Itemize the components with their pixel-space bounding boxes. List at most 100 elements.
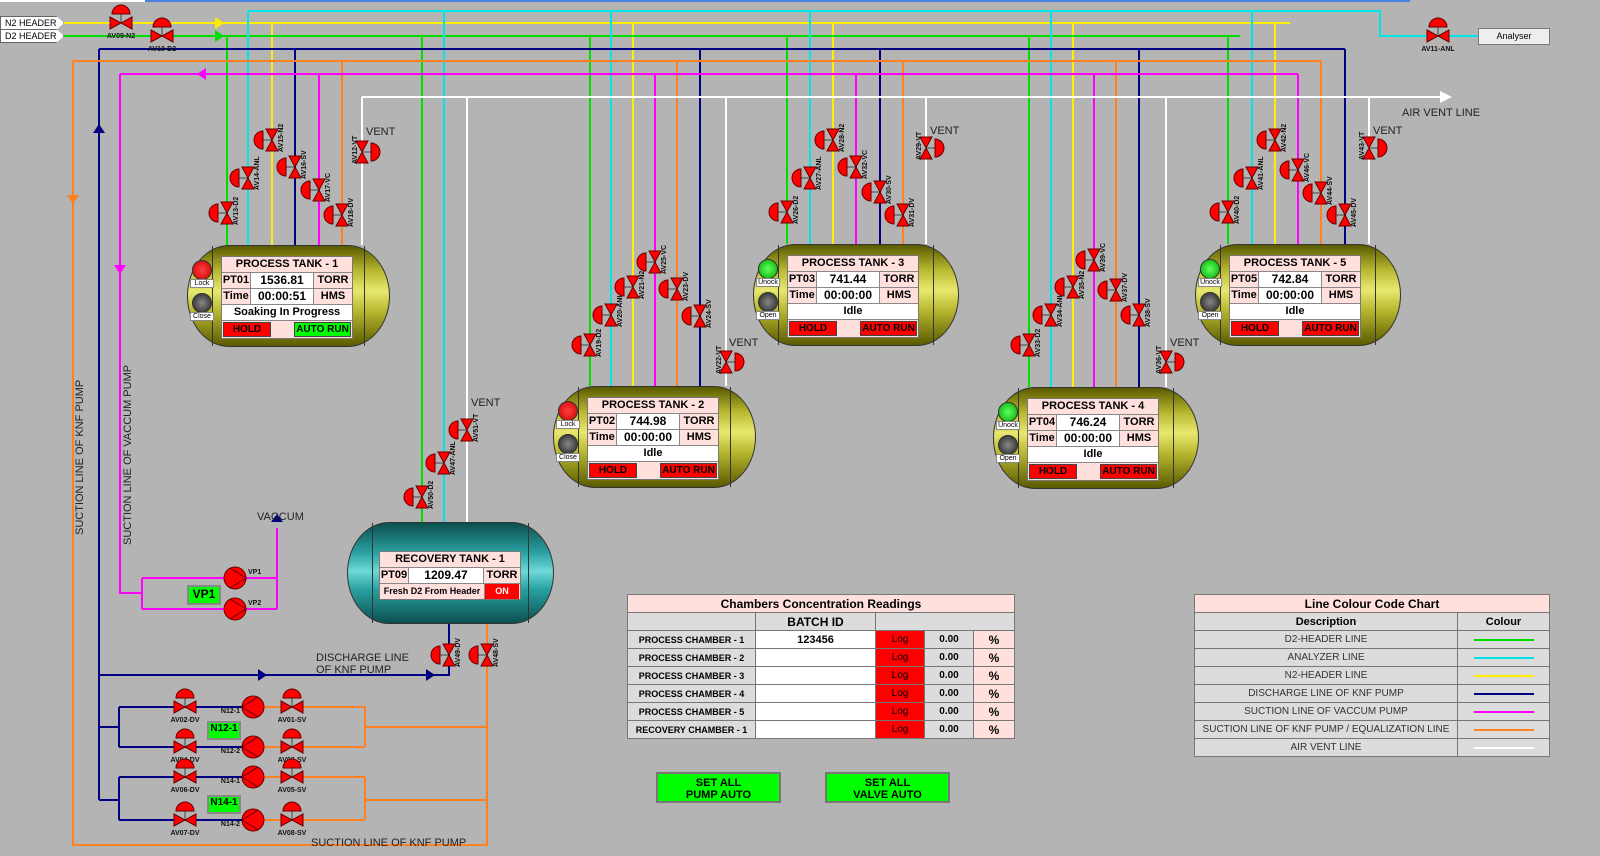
valve-av48-sv[interactable]: AV48-SV — [468, 638, 500, 667]
valve-av17-vc[interactable]: AV17-VC — [300, 173, 332, 202]
valve-av01-sv[interactable]: AV01-SV — [278, 688, 307, 724]
door-knob-button[interactable] — [1200, 292, 1220, 312]
analyser-button[interactable]: Analyser — [1478, 28, 1550, 45]
valve-av30-sv[interactable]: AV30-SV — [861, 175, 893, 204]
vacuum-pump-1[interactable]: VP1 — [223, 566, 261, 590]
time-label: Time — [588, 430, 617, 445]
valve-av49-dv[interactable]: AV49-DV — [430, 638, 462, 667]
set-all-pump-auto-button[interactable]: SET ALL PUMP AUTO — [656, 772, 781, 803]
valve-av26-d2[interactable]: AV26-D2 — [768, 196, 800, 224]
valve-label: AV51-VT — [473, 413, 480, 442]
auto-run-button[interactable]: AUTO RUN — [860, 321, 917, 336]
auto-run-button[interactable]: AUTO RUN — [1100, 464, 1157, 479]
knf-pump-3[interactable]: N14-1 — [221, 765, 265, 789]
batch-id-input[interactable] — [755, 720, 876, 739]
valve-av33-d2[interactable]: AV33-D2 — [1010, 329, 1042, 357]
recovery-state-button[interactable]: ON — [485, 584, 519, 599]
valve-av47-anl[interactable]: AV47-ANL — [425, 441, 457, 475]
auto-run-button[interactable]: AUTO RUN — [1302, 321, 1359, 336]
set-all-valve-auto-button[interactable]: SET ALL VALVE AUTO — [825, 772, 950, 803]
valve-av08-sv[interactable]: AV08-SV — [278, 801, 307, 837]
batch-id-input[interactable]: 123456 — [755, 630, 876, 649]
valve-av32-vc[interactable]: AV32-VC — [837, 150, 869, 179]
valve-av42-n2[interactable]: AV42-N2 — [1256, 124, 1288, 152]
valve-av38-sv[interactable]: AV38-SV — [1120, 298, 1152, 327]
valve-av12-vt[interactable]: AV12-VT — [352, 135, 381, 164]
lock-indicator-button[interactable] — [558, 401, 578, 421]
valve-av19-d2[interactable]: AV19-D2 — [571, 329, 603, 357]
valve-av44-sv[interactable]: AV44-SV — [1302, 176, 1334, 205]
valve-av27-anl[interactable]: AV27-ANL — [791, 156, 823, 190]
valve-av14-anl[interactable]: AV14-ANL — [229, 156, 261, 190]
valve-av24-sv[interactable]: AV24-SV — [681, 299, 713, 328]
valve-av06-dv[interactable]: AV06-DV — [170, 758, 200, 794]
vp-group-button[interactable]: VP1 — [187, 585, 221, 605]
valve-av36-vt[interactable]: AV36-VT — [1156, 345, 1185, 374]
log-button[interactable]: Log — [875, 666, 925, 685]
log-button[interactable]: Log — [875, 702, 925, 721]
valve-av39-vc[interactable]: AV39-VC — [1075, 243, 1107, 272]
tank-title: PROCESS TANK - 2 — [588, 398, 718, 414]
batch-id-input[interactable] — [755, 684, 876, 703]
knf-pump-1[interactable]: N12-1 — [221, 695, 265, 719]
lock-indicator-button[interactable] — [1200, 259, 1220, 279]
valve-av20-anl[interactable]: AV20-ANL — [592, 293, 624, 327]
valve-av11-anl[interactable]: AV11-ANL — [1421, 17, 1455, 53]
valve-av05-sv[interactable]: AV05-SV — [278, 758, 307, 794]
log-button[interactable]: Log — [875, 684, 925, 703]
hold-button[interactable]: HOLD — [789, 321, 837, 336]
valve-av41-anl[interactable]: AV41-ANL — [1233, 156, 1265, 190]
knf-pump-4[interactable]: N14-2 — [221, 808, 265, 832]
valve-av46-vc[interactable]: AV46-VC — [1279, 153, 1311, 182]
valve-av09-n2[interactable]: AV09-N2 — [107, 4, 135, 40]
n12-group-button[interactable]: N12-1 — [207, 721, 241, 740]
batch-id-input[interactable] — [755, 666, 876, 685]
hold-button[interactable]: HOLD — [589, 463, 637, 478]
valve-av28-n2[interactable]: AV28-N2 — [814, 124, 846, 152]
valve-av18-dv[interactable]: AV18-DV — [323, 198, 355, 227]
valve-av07-dv[interactable]: AV07-DV — [170, 801, 200, 837]
log-button[interactable]: Log — [875, 648, 925, 667]
valve-av34-anl[interactable]: AV34-ANL — [1032, 293, 1064, 327]
auto-run-button[interactable]: AUTO RUN — [660, 463, 717, 478]
valve-av02-dv[interactable]: AV02-DV — [170, 688, 200, 724]
valve-av37-dv[interactable]: AV37-DV — [1097, 273, 1129, 302]
vacuum-pump-2[interactable]: VP2 — [223, 597, 261, 621]
knf-pump-2[interactable]: N12-2 — [221, 735, 265, 759]
valve-av22-vt[interactable]: AV22-VT — [716, 345, 745, 374]
concentration-title: Chambers Concentration Readings — [627, 594, 1015, 613]
door-knob-button[interactable] — [998, 435, 1018, 455]
log-button[interactable]: Log — [875, 720, 925, 739]
auto-run-button[interactable]: AUTO RUN — [294, 322, 351, 337]
valve-av45-dv[interactable]: AV45-DV — [1326, 198, 1358, 227]
door-knob-button[interactable] — [758, 292, 778, 312]
valve-av51-vt[interactable]: AV51-VT — [448, 413, 480, 442]
lock-indicator-button[interactable] — [758, 259, 778, 279]
batch-id-input[interactable] — [755, 648, 876, 667]
hold-button[interactable]: HOLD — [223, 322, 271, 337]
valve-av29-vt[interactable]: AV29-VT — [916, 131, 945, 160]
valve-av13-d2[interactable]: AV13-D2 — [208, 197, 240, 225]
n14-group-button[interactable]: N14-1 — [207, 795, 241, 814]
valve-av40-d2[interactable]: AV40-D2 — [1209, 196, 1241, 224]
valve-av10-d2[interactable]: AV10-D2 — [148, 17, 176, 53]
lock-indicator-button[interactable] — [192, 260, 212, 280]
valve-av23-dv[interactable]: AV23-DV — [658, 272, 690, 301]
vaccum-label: VACCUM — [257, 511, 304, 523]
lock-indicator-button[interactable] — [998, 402, 1018, 422]
log-button[interactable]: Log — [875, 630, 925, 649]
valve-av16-sv[interactable]: AV16-SV — [276, 150, 308, 179]
batch-id-input[interactable] — [755, 702, 876, 721]
hold-button[interactable]: HOLD — [1029, 464, 1077, 479]
door-knob-button[interactable] — [558, 434, 578, 454]
valve-av35-n2[interactable]: AV35-N2 — [1054, 271, 1086, 299]
air-vent-line-label: AIR VENT LINE — [1402, 107, 1481, 119]
door-knob-button[interactable] — [192, 293, 212, 313]
valve-av31-dv[interactable]: AV31-DV — [884, 198, 916, 227]
hold-button[interactable]: HOLD — [1231, 321, 1279, 336]
valve-av25-vc[interactable]: AV25-VC — [636, 245, 668, 274]
valve-av21-n2[interactable]: AV21-N2 — [614, 271, 646, 299]
valve-av43-vt[interactable]: AV43-VT — [1359, 131, 1388, 160]
valve-av50-d2[interactable]: AV50-D2 — [403, 481, 435, 509]
valve-av15-n2[interactable]: AV15-N2 — [253, 124, 285, 152]
